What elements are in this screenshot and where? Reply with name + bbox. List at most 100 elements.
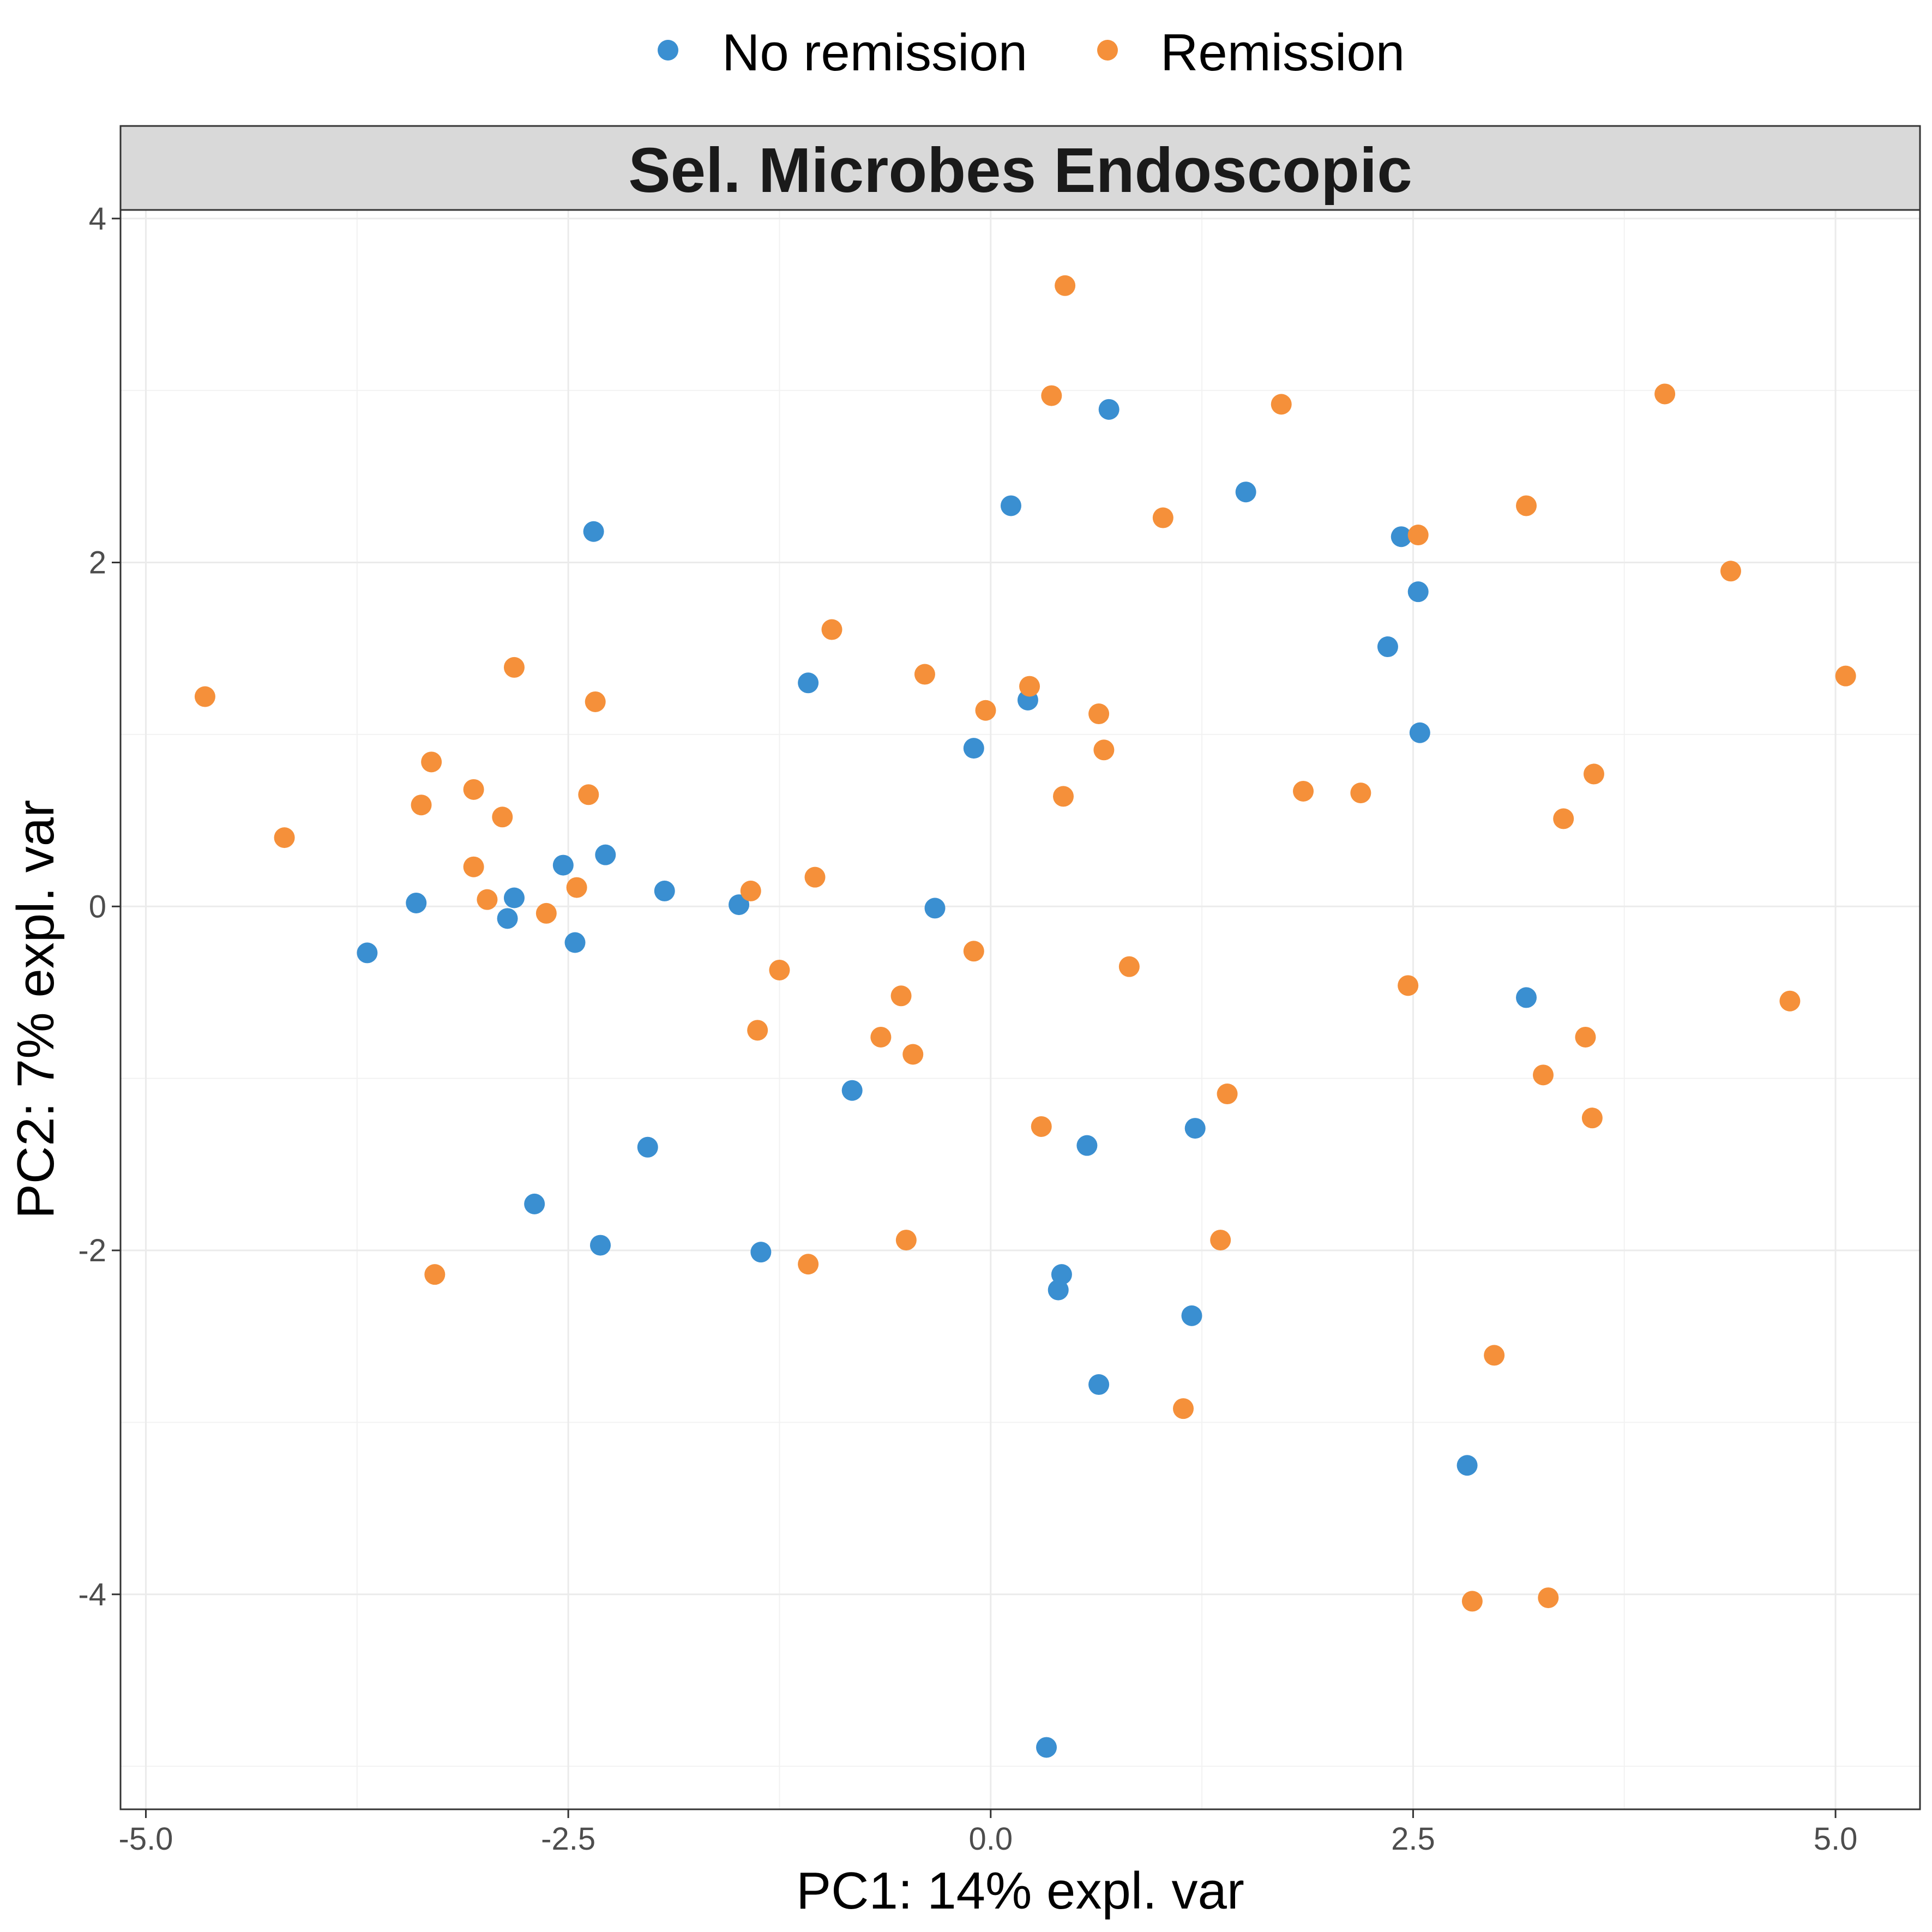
data-point-no-remission — [524, 1193, 545, 1214]
data-point-remission — [1533, 1064, 1554, 1086]
data-point-no-remission — [1456, 1455, 1478, 1476]
data-point-remission — [1271, 394, 1292, 415]
data-point-remission — [477, 889, 498, 910]
data-point-no-remission — [1377, 636, 1398, 658]
x-axis-ticks: -5.0 -2.5 0.0 2.5 5.0 — [119, 1809, 1858, 1857]
data-point-remission — [1031, 1116, 1052, 1137]
data-point-remission — [1461, 1591, 1483, 1612]
facet-strip — [119, 125, 1921, 211]
data-point-no-remission — [729, 894, 750, 916]
data-point-no-remission — [654, 880, 675, 901]
data-point-no-remission — [1098, 399, 1120, 420]
data-point-no-remission — [1000, 495, 1021, 516]
data-point-remission — [1118, 956, 1140, 977]
data-point-no-remission — [497, 908, 518, 929]
data-point-no-remission — [1516, 987, 1537, 1008]
data-point-no-remission — [1088, 1374, 1110, 1395]
y-tick-label: 0 — [89, 889, 106, 924]
data-point-no-remission — [924, 898, 946, 919]
plot-panel — [121, 210, 1920, 1809]
data-point-no-remission — [552, 854, 574, 876]
data-point-remission — [902, 1044, 924, 1065]
legend-label-no-remission: No remission — [722, 23, 1027, 82]
data-point-remission — [535, 902, 557, 924]
data-point-remission — [914, 664, 935, 685]
data-point-remission — [890, 985, 912, 1007]
data-point-remission — [463, 779, 484, 800]
data-point-no-remission — [1407, 581, 1429, 603]
data-point-remission — [566, 877, 587, 898]
legend-marker-no-remission — [658, 40, 678, 61]
data-point-remission — [740, 880, 761, 901]
data-point-remission — [503, 657, 525, 678]
data-point-remission — [870, 1026, 892, 1048]
data-point-remission — [463, 856, 484, 877]
data-point-remission — [1173, 1398, 1194, 1419]
data-point-remission — [1835, 665, 1856, 687]
data-point-no-remission — [1051, 1264, 1072, 1285]
data-point-remission — [895, 1230, 917, 1251]
data-point-no-remission — [1036, 1737, 1057, 1758]
data-point-no-remission — [406, 892, 427, 913]
data-point-no-remission — [1409, 722, 1430, 743]
data-point-remission — [804, 866, 826, 888]
data-point-remission — [1152, 507, 1173, 528]
data-point-no-remission — [595, 844, 616, 865]
x-tick-label: 5.0 — [1814, 1821, 1858, 1857]
data-point-no-remission — [963, 738, 984, 759]
grid-minor — [121, 210, 1920, 1809]
data-point-remission — [963, 941, 984, 962]
y-axis-ticks: -4 -2 0 2 4 — [78, 201, 121, 1612]
data-point-no-remission — [637, 1136, 658, 1158]
data-point-no-remission — [583, 521, 604, 542]
data-point-remission — [1217, 1084, 1238, 1105]
data-point-remission — [1398, 975, 1419, 996]
data-point-remission — [975, 700, 996, 721]
data-point-remission — [1055, 275, 1076, 296]
data-point-remission — [1516, 495, 1537, 516]
data-point-remission — [1088, 703, 1110, 725]
grid-major — [121, 210, 1920, 1809]
data-point-remission — [1553, 808, 1574, 829]
data-point-remission — [1041, 385, 1062, 406]
data-point-remission — [1484, 1345, 1505, 1366]
data-point-remission — [1053, 786, 1074, 807]
legend-marker-remission — [1097, 40, 1118, 61]
data-point-no-remission — [503, 887, 525, 908]
data-point-no-remission — [750, 1242, 772, 1263]
data-point-no-remission — [841, 1080, 863, 1101]
legend-label-remission: Remission — [1160, 23, 1405, 82]
x-tick-label: -5.0 — [119, 1821, 173, 1857]
data-point-remission — [194, 686, 215, 707]
data-point-no-remission — [1181, 1305, 1202, 1326]
x-tick-label: 2.5 — [1391, 1821, 1435, 1857]
data-point-remission — [798, 1254, 819, 1275]
data-point-no-remission — [564, 932, 586, 953]
data-point-remission — [769, 959, 790, 980]
data-point-remission — [424, 1264, 446, 1285]
data-point-remission — [492, 806, 513, 828]
y-axis-title: PC2: 7% expl. var — [7, 800, 65, 1219]
data-point-no-remission — [798, 672, 819, 694]
data-point-no-remission — [1235, 482, 1256, 503]
data-point-remission — [1720, 561, 1741, 582]
plot-panel-border — [119, 209, 1921, 1810]
x-tick-label: 0.0 — [968, 1821, 1013, 1857]
data-point-remission — [1210, 1230, 1231, 1251]
x-tick-label: -2.5 — [541, 1821, 595, 1857]
data-point-remission — [411, 795, 432, 816]
y-tick-label: -2 — [78, 1233, 106, 1268]
data-point-remission — [578, 784, 599, 805]
legend: No remission Remission — [658, 23, 1405, 82]
y-tick-label: 4 — [89, 201, 106, 237]
y-tick-label: 2 — [89, 545, 106, 581]
data-point-remission — [1654, 383, 1676, 405]
data-point-remission — [747, 1020, 768, 1041]
y-tick-label: -4 — [78, 1577, 106, 1612]
data-point-remission — [1407, 525, 1429, 546]
data-point-remission — [1581, 1108, 1603, 1129]
data-point-remission — [585, 691, 606, 712]
data-point-no-remission — [1391, 526, 1412, 547]
data-points — [194, 275, 1856, 1758]
